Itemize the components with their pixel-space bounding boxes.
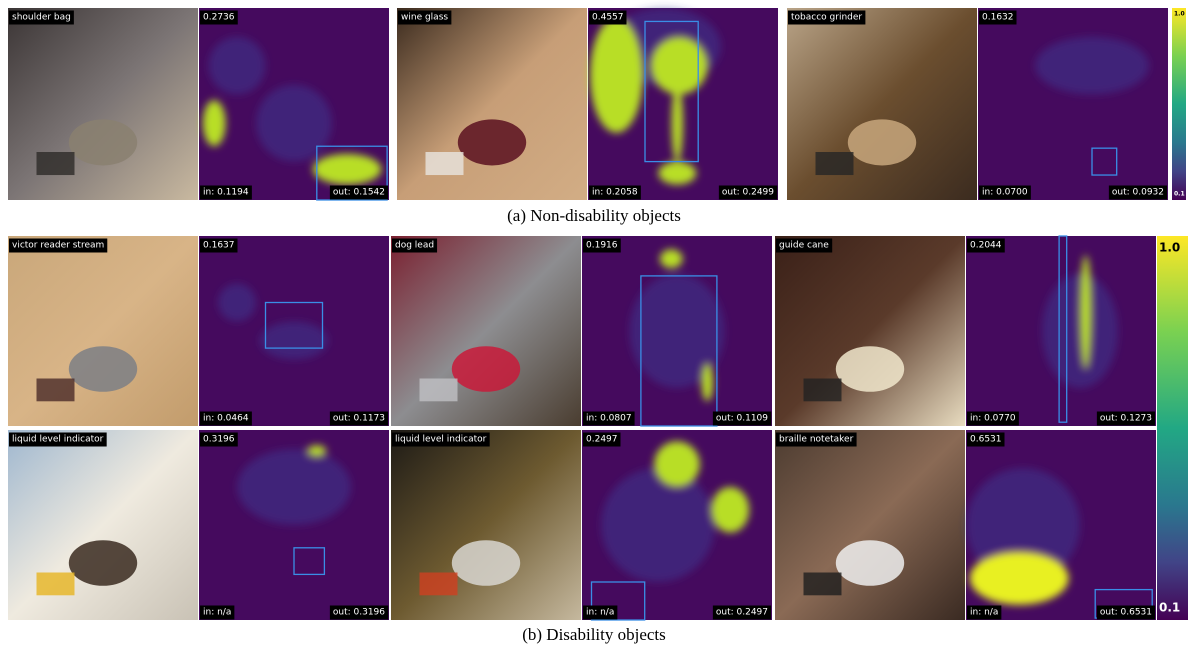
caption: (b) Disability objects xyxy=(522,625,666,644)
colorbar-max: 1.0 xyxy=(1159,241,1180,255)
heat-faint xyxy=(1035,37,1149,95)
heat-faint xyxy=(601,468,715,582)
heat-blob xyxy=(590,18,643,133)
chip-text: in: 0.0464 xyxy=(203,414,249,424)
chip-text: guide cane xyxy=(779,241,829,251)
chip-text: out: 0.1173 xyxy=(333,414,385,424)
heat-blob xyxy=(1080,255,1091,369)
chip-text: 0.6531 xyxy=(970,435,1002,445)
chip-text: in: n/a xyxy=(970,608,998,618)
chip-text: in: n/a xyxy=(203,608,231,618)
heat-faint xyxy=(260,322,328,360)
colorbar-min: 0.1 xyxy=(1174,191,1185,198)
photo-object xyxy=(37,152,75,175)
chip-text: in: 0.1194 xyxy=(203,188,249,198)
photo-object xyxy=(804,573,842,596)
chip-text: 0.1632 xyxy=(982,13,1014,23)
photo-object xyxy=(804,379,842,402)
chip-text: out: 0.2499 xyxy=(722,188,774,198)
photo-object xyxy=(452,346,520,392)
photo-object xyxy=(452,540,520,586)
chip-text: 0.3196 xyxy=(203,435,235,445)
heat-faint xyxy=(237,449,351,525)
heat-blob xyxy=(672,85,683,162)
heat-blob xyxy=(711,487,749,533)
chip-text: shoulder bag xyxy=(12,13,71,23)
heat-blob xyxy=(660,249,683,268)
chip-text: in: 0.2058 xyxy=(592,188,638,198)
heat-blob xyxy=(313,154,381,185)
chip-text: out: 0.1542 xyxy=(333,188,385,198)
chip-text: in: n/a xyxy=(586,608,614,618)
photo-object xyxy=(816,152,854,175)
colorbar-min: 0.1 xyxy=(1159,601,1180,615)
photo-object xyxy=(37,573,75,596)
chip-text: 0.2044 xyxy=(970,241,1002,251)
photo-object xyxy=(836,540,904,586)
colorbar xyxy=(1172,8,1186,200)
chip-text: liquid level indicator xyxy=(12,435,104,445)
chip-text: out: 0.1273 xyxy=(1100,414,1152,424)
chip-text: out: 0.6531 xyxy=(1100,608,1152,618)
heat-faint xyxy=(256,85,332,162)
heatmap xyxy=(978,8,1168,200)
heat-faint xyxy=(1042,274,1118,388)
photo-object xyxy=(69,540,137,586)
chip-text: 0.1637 xyxy=(203,241,235,251)
photo-object xyxy=(420,379,458,402)
chip-text: 0.2497 xyxy=(586,435,618,445)
chip-text: out: 0.1109 xyxy=(716,414,768,424)
chip-text: 0.4557 xyxy=(592,13,624,23)
heat-faint xyxy=(209,37,266,95)
chip-text: victor reader stream xyxy=(12,241,104,251)
chip-text: tobacco grinder xyxy=(791,13,862,23)
chip-text: 0.2736 xyxy=(203,13,235,23)
figure: shoulder bag 0.2736 in: 0.1194 out: 0.1542 w… xyxy=(0,0,1188,649)
heat-blob xyxy=(658,162,696,185)
heatmap-blobs xyxy=(966,468,1080,605)
chip-text: braille notetaker xyxy=(779,435,854,445)
photo-object xyxy=(69,346,137,392)
photo-object xyxy=(420,573,458,596)
photo-object xyxy=(426,152,464,175)
photo-object xyxy=(37,379,75,402)
heat-blob xyxy=(307,445,326,456)
chip-text: out: 0.3196 xyxy=(333,608,385,618)
heat-blob xyxy=(702,363,713,401)
photo-object xyxy=(458,119,526,165)
chip-text: out: 0.2497 xyxy=(716,608,768,618)
caption: (a) Non-disability objects xyxy=(507,206,681,225)
chip-text: wine glass xyxy=(401,13,448,23)
colorbar xyxy=(1157,236,1188,620)
chip-text: in: 0.0807 xyxy=(586,414,632,424)
chip-text: in: 0.0770 xyxy=(970,414,1016,424)
photo-object xyxy=(848,119,916,165)
chip-text: dog lead xyxy=(395,241,434,251)
chip-text: in: 0.0700 xyxy=(982,188,1028,198)
chip-text: 0.1916 xyxy=(586,241,618,251)
heat-blob xyxy=(651,37,708,95)
heat-blob xyxy=(203,100,226,146)
heat-blob xyxy=(654,441,700,487)
photo-object xyxy=(69,119,137,165)
heatmap-blobs xyxy=(1035,37,1149,95)
heat-blob xyxy=(970,552,1069,605)
chip-text: out: 0.0932 xyxy=(1112,188,1164,198)
heat-faint xyxy=(218,284,256,322)
photo-object xyxy=(836,346,904,392)
colorbar-max: 1.0 xyxy=(1174,11,1185,18)
chip-text: liquid level indicator xyxy=(395,435,487,445)
